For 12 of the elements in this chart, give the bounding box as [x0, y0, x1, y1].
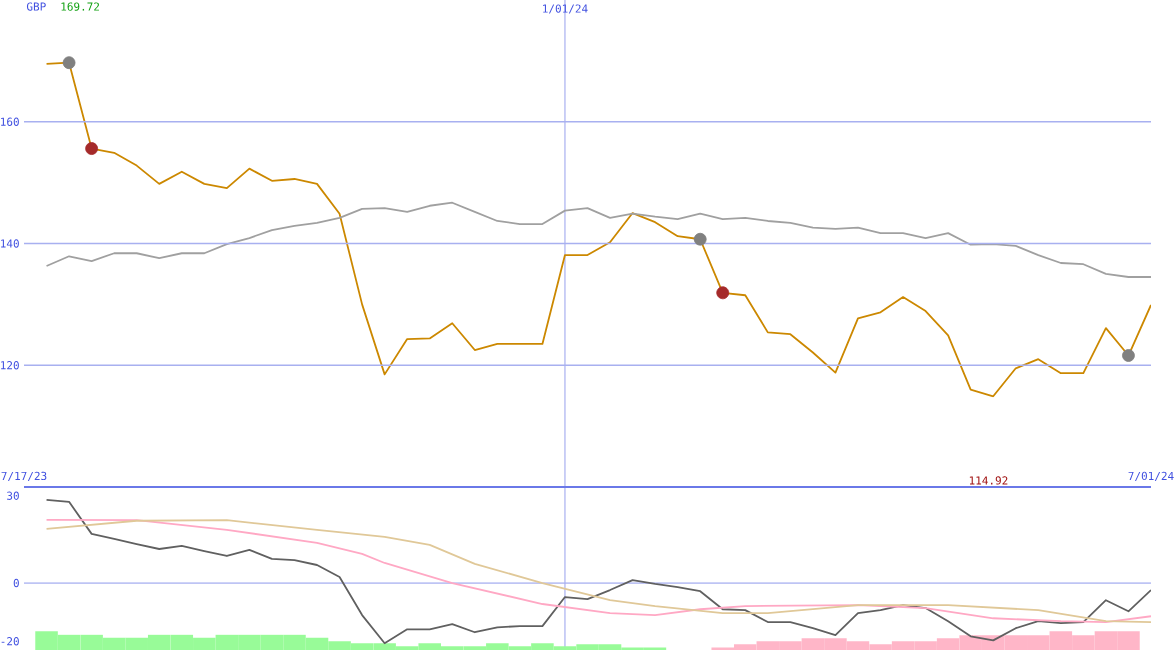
- x-tick-label: 7/01/24: [1128, 471, 1174, 481]
- annotation: 169.72: [61, 2, 99, 11]
- ref-line-label: 1/01/24: [543, 4, 588, 14]
- y-tick-label: 140: [1, 239, 19, 248]
- y-tick-label: 120: [1, 361, 19, 370]
- y-tick-label: 30: [7, 491, 19, 500]
- y-axis-title: GBP: [26, 2, 46, 11]
- annotation: 114.92: [969, 476, 1008, 485]
- y-tick-label: -20: [1, 637, 19, 646]
- y-tick-label: 0: [13, 578, 19, 588]
- y-tick-label: 160: [1, 117, 19, 126]
- x-tick-label: 7/17/23: [1, 471, 47, 481]
